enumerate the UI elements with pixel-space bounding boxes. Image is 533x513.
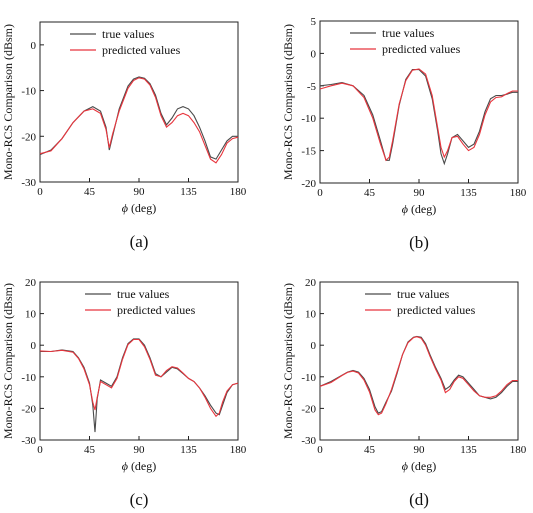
series-line-predicted-values [39, 338, 239, 418]
y-tick-label: -5 [307, 81, 317, 93]
y-tick-label: -10 [301, 113, 316, 125]
x-tick-label: 45 [364, 187, 376, 199]
x-axis-unit: (deg) [128, 459, 156, 473]
x-tick-label: 0 [317, 444, 323, 456]
series-line-predicted-values [319, 336, 518, 416]
y-tick-label: 0 [311, 48, 317, 60]
y-tick-label: -10 [301, 372, 316, 384]
legend-label: true values [382, 26, 435, 40]
x-tick-label: 0 [37, 444, 43, 456]
y-tick-label: -20 [301, 178, 316, 190]
legend-label: predicted values [382, 42, 461, 56]
legend-label: predicted values [102, 43, 181, 57]
x-tick-label: 180 [230, 186, 247, 198]
x-tick-label: 90 [414, 187, 426, 199]
x-tick-label: 135 [460, 187, 477, 199]
y-tick-label: 0 [31, 40, 37, 52]
x-axis-unit: (deg) [408, 202, 436, 216]
x-axis-unit: (deg) [128, 201, 156, 215]
series-line-true-values [319, 335, 518, 414]
legend-label: true values [102, 27, 155, 41]
x-tick-label: 0 [37, 186, 43, 198]
y-tick-label: -10 [21, 372, 36, 384]
x-tick-label: 90 [134, 186, 146, 198]
x-axis-symbol: ϕ [402, 459, 408, 473]
y-tick-label: -20 [21, 403, 36, 415]
panel-caption: (b) [409, 233, 429, 252]
legend-label: true values [117, 287, 170, 301]
panel-caption: (d) [409, 490, 429, 509]
x-tick-label: 45 [364, 444, 376, 456]
legend-label: true values [397, 287, 450, 301]
x-axis-symbol: ϕ [122, 459, 128, 473]
x-tick-label: 45 [84, 186, 96, 198]
x-tick-label: 90 [414, 444, 426, 456]
y-tick-label: -30 [21, 435, 36, 447]
series-line-predicted-values [319, 68, 518, 162]
panel-caption: (a) [130, 232, 149, 251]
x-axis-label: ϕ (deg) [122, 201, 157, 215]
series-line-true-values [39, 76, 238, 160]
y-tick-label: -15 [301, 146, 316, 158]
series-line-predicted-values [39, 77, 239, 164]
y-axis-label: Mono-RCS Comparison (dBsm) [1, 24, 15, 180]
x-tick-label: 180 [510, 444, 527, 456]
x-tick-label: 180 [510, 187, 527, 199]
series-line-true-values [319, 69, 518, 166]
y-tick-label: -20 [21, 131, 36, 143]
chart-panel-a: 0 45 90 135 180 -30 -20 -10 0 ϕ (deg) Mono-RCS Com… [1, 21, 247, 251]
y-tick-label: 20 [25, 277, 37, 289]
x-tick-label: 135 [460, 444, 477, 456]
x-axis-label: ϕ (deg) [402, 202, 437, 216]
chart-panel-d: 0 45 90 135 180 -30 -20 -10 0 10 20 ϕ (deg) Mono-RCS… [281, 277, 527, 509]
x-tick-label: 135 [180, 444, 197, 456]
x-axis-symbol: ϕ [122, 201, 128, 215]
x-axis-unit: (deg) [408, 459, 436, 473]
y-tick-label: -20 [301, 403, 316, 415]
y-tick-label: 0 [31, 340, 37, 352]
x-axis-symbol: ϕ [402, 202, 408, 216]
y-tick-label: 10 [305, 309, 317, 321]
y-tick-label: -30 [301, 435, 316, 447]
y-tick-label: 5 [311, 16, 317, 28]
chart-panel-b: 0 45 90 135 180 -20 -15 -10 -5 0 5 ϕ (deg) Mono-RCS … [281, 16, 527, 252]
x-tick-label: 180 [230, 444, 247, 456]
y-tick-label: 0 [311, 340, 317, 352]
x-tick-label: 90 [134, 444, 146, 456]
x-tick-label: 0 [317, 187, 323, 199]
x-axis-label: ϕ (deg) [402, 459, 437, 473]
y-axis-label: Mono-RCS Comparison (dBsm) [281, 283, 295, 439]
y-tick-label: 20 [305, 277, 317, 289]
legend-label: predicted values [117, 303, 196, 317]
y-axis-label: Mono-RCS Comparison (dBsm) [281, 24, 295, 180]
y-tick-label: 10 [25, 309, 37, 321]
y-axis-label: Mono-RCS Comparison (dBsm) [1, 283, 15, 439]
series-line-true-values [40, 338, 239, 433]
legend-label: predicted values [397, 303, 476, 317]
y-tick-label: -10 [21, 86, 36, 98]
x-axis-label: ϕ (deg) [122, 459, 157, 473]
y-tick-label: -30 [21, 177, 36, 189]
panel-caption: (c) [130, 490, 149, 509]
x-tick-label: 45 [84, 444, 96, 456]
x-tick-label: 135 [180, 186, 197, 198]
chart-panel-c: 0 45 90 135 180 -30 -20 -10 0 10 20 ϕ (deg) Mono-RCS… [1, 277, 247, 509]
